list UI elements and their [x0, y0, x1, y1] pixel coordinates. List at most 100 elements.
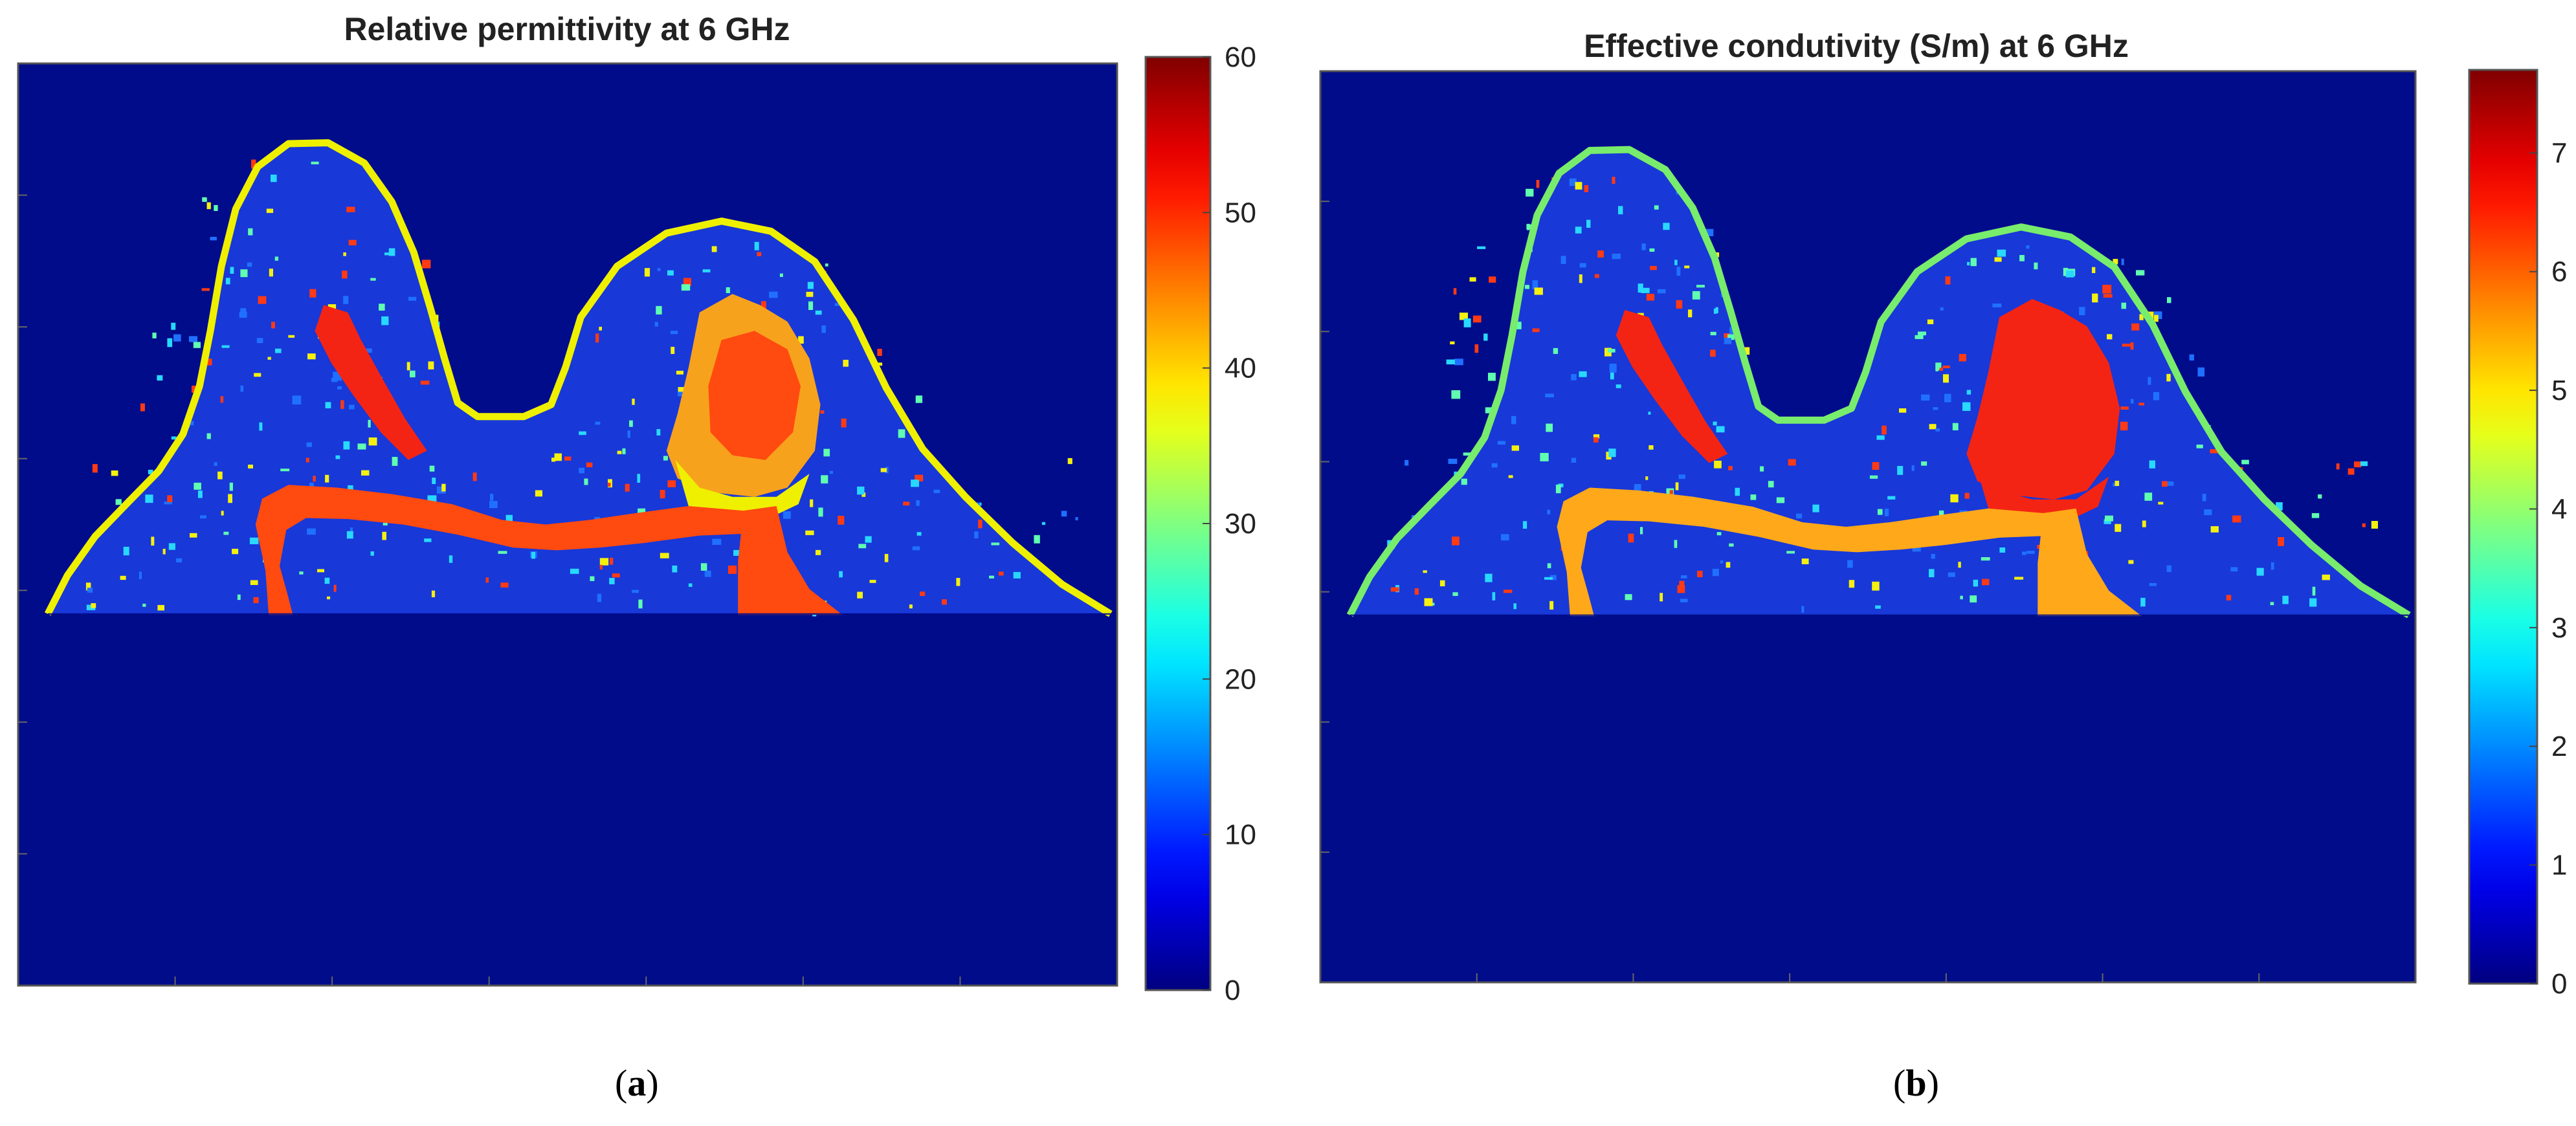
tissue-speckle	[280, 469, 290, 472]
tissue-speckle	[337, 386, 342, 390]
chart-panel-b: Effective condutivity (S/m) at 6 GHz 0 1 2…	[1294, 0, 2576, 1126]
tissue-speckle	[1847, 560, 1853, 568]
tissue-speckle	[632, 399, 635, 405]
tissue-speckle	[974, 531, 979, 538]
tissue-speckle	[2121, 302, 2126, 309]
tissue-speckle	[1899, 408, 1907, 413]
tissue-speckle	[1692, 291, 1700, 300]
tissue-speckle	[2196, 445, 2203, 448]
tissue-speckle	[1705, 228, 1714, 236]
tissue-speckle	[1474, 344, 1479, 353]
tissue-speckle	[916, 532, 922, 536]
tissue-speckle	[663, 456, 668, 461]
tissue-speckle	[2232, 515, 2241, 523]
tissue-speckle	[2120, 421, 2128, 431]
tissue-speckle	[2371, 521, 2378, 529]
tissue-speckle	[880, 468, 887, 472]
tissue-speckle	[1716, 532, 1722, 536]
tissue-speckle	[346, 531, 353, 539]
colorbar-tick-label: 5	[2551, 375, 2567, 406]
right-gland-lobe	[1975, 463, 2109, 522]
tissue-speckle	[1477, 246, 1486, 249]
tissue-speckle	[2149, 583, 2157, 586]
tissue-speckle	[1938, 510, 1944, 518]
tissue-speckle	[167, 495, 173, 502]
tissue-speckle	[2102, 285, 2112, 294]
tissue-speckle	[1875, 605, 1881, 609]
tissue-speckle	[2026, 245, 2030, 249]
tissue-speckle	[1697, 571, 1703, 577]
tissue-speckle	[857, 486, 865, 495]
tissue-speckle	[1674, 540, 1678, 548]
colorbar-fill	[2468, 69, 2538, 985]
tissue-speckle	[1939, 368, 1943, 371]
tissue-speckle	[1405, 459, 1409, 466]
tissue-speckle	[148, 469, 153, 474]
tissue-speckle	[629, 420, 633, 427]
tissue-speckle	[638, 599, 643, 609]
tissue-speckle	[2144, 492, 2153, 501]
tissue-speckle	[1882, 425, 1887, 435]
tissue-speckle	[115, 499, 122, 505]
tissue-speckle	[2162, 481, 2168, 487]
tissue-speckle	[1776, 497, 1785, 503]
right-gland-core	[708, 331, 801, 460]
tissue-speckle	[2197, 367, 2204, 377]
tissue-speckle	[821, 325, 826, 333]
tissue-speckle	[274, 256, 279, 261]
tissue-speckle	[220, 396, 224, 403]
tissue-speckle	[1768, 481, 1774, 488]
tissue-speckle	[214, 462, 217, 467]
tissue-speckle	[1728, 466, 1733, 470]
tissue-speckle	[288, 335, 295, 338]
tissue-speckle	[625, 483, 630, 492]
tissue-speckle	[123, 546, 129, 556]
tissue-speckle	[999, 571, 1004, 576]
tissue-speckle	[1994, 257, 2002, 262]
tissue-speckle	[449, 555, 453, 563]
tissue-speckle	[2130, 342, 2134, 350]
tissue-speckle	[1786, 551, 1795, 554]
tissue-speckle	[920, 591, 926, 596]
tissue-speckle	[357, 443, 366, 450]
tissue-speckle	[1645, 476, 1649, 480]
tissue-speckle	[1935, 365, 1938, 371]
tissue-speckle	[210, 237, 217, 241]
tissue-speckle	[1716, 426, 1725, 433]
tissue-speckle	[599, 564, 603, 569]
tissue-speckle	[531, 552, 535, 559]
tissue-speckle	[1555, 484, 1561, 494]
muscle-region	[2037, 508, 2142, 616]
tissue-speckle	[816, 549, 821, 555]
tissue-speckle	[584, 478, 588, 485]
tissue-speckle	[632, 590, 639, 593]
tissue-speckle	[1992, 304, 2002, 307]
tissue-speckle	[194, 482, 201, 490]
tissue-speckle	[1516, 322, 1522, 329]
tissue-speckle	[1911, 465, 1915, 471]
colorbar-a: 0 10 20 30 40 50 60	[1144, 41, 1256, 1006]
tissue-speckle	[1579, 371, 1587, 377]
tissue-speckle	[1713, 308, 1717, 314]
tissue-speckle	[2131, 323, 2140, 331]
tissue-speckle	[1872, 462, 1880, 470]
tissue-speckle	[1929, 424, 1937, 430]
tissue-speckle	[807, 282, 814, 289]
tissue-speckle	[85, 582, 91, 591]
tissue-speckle	[168, 543, 175, 550]
tissue-speckle	[2139, 314, 2144, 320]
left-gland-duct	[315, 305, 427, 460]
tissue-speckle	[1452, 592, 1458, 596]
tissue-speckle	[201, 288, 210, 291]
tissue-speckle	[1485, 407, 1493, 414]
tissue-speckle	[1489, 276, 1496, 283]
tissue-speckle	[1569, 178, 1577, 186]
tissue-speckle	[1547, 563, 1551, 569]
tissue-speckle	[1958, 562, 1961, 568]
tissue-speckle	[1720, 560, 1724, 564]
tissue-speckle	[2336, 463, 2340, 470]
tissue-speckle	[151, 536, 155, 546]
skin-outline	[1346, 146, 2411, 619]
tissue-speckle	[1912, 546, 1921, 552]
tissue-speckle	[1532, 328, 1540, 333]
